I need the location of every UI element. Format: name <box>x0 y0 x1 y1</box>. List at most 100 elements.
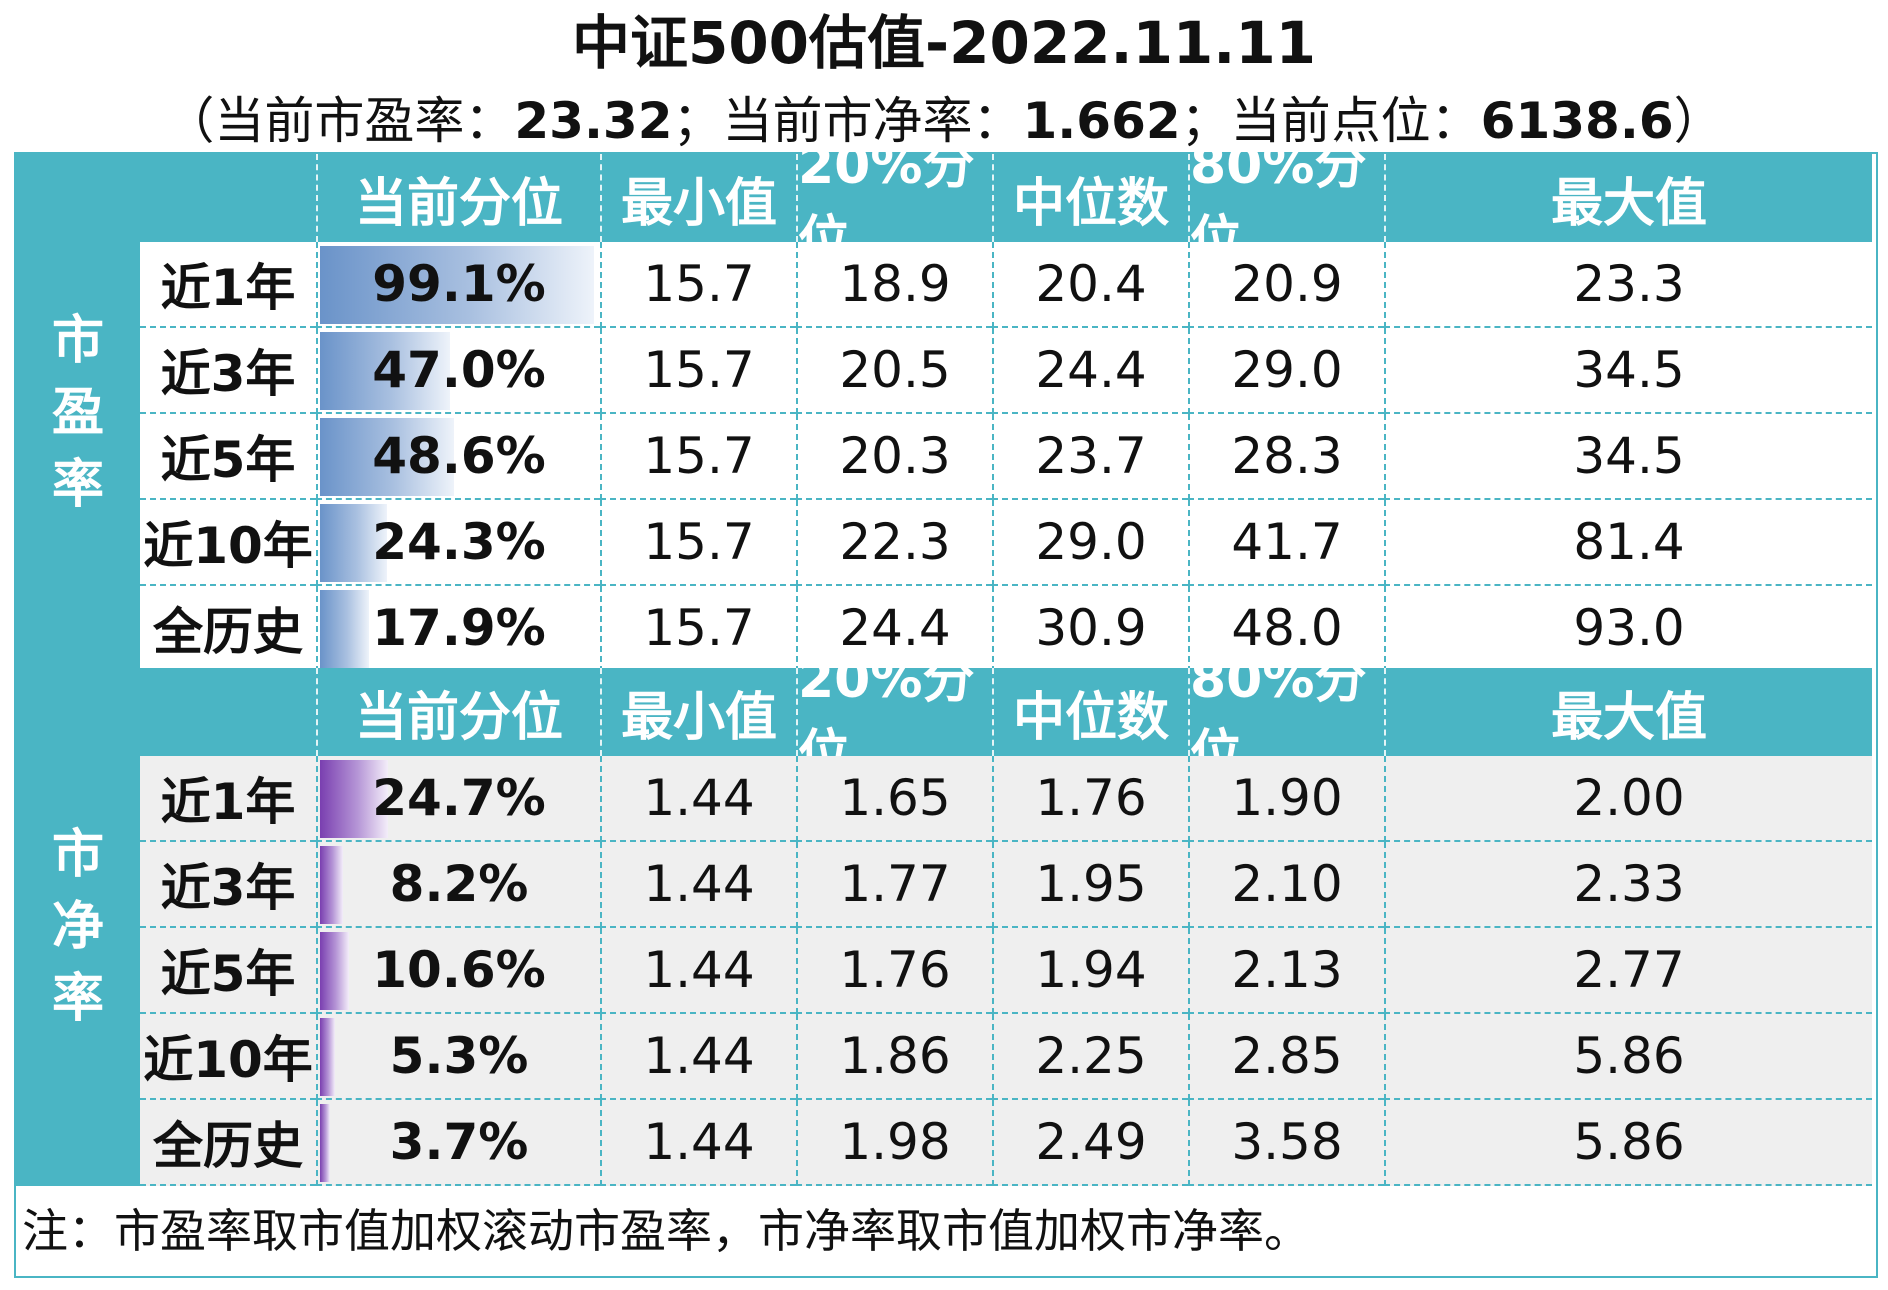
page-title: 中证500估值-2022.11.11 <box>571 9 1317 77</box>
percentile-value: 8.2% <box>389 855 529 913</box>
percentile-cell: 5.3% <box>316 1014 600 1100</box>
column-header: 最小值 <box>600 668 796 756</box>
p20-cell: 1.98 <box>796 1100 992 1186</box>
table-row: 全历史 17.9% 15.7 24.4 30.9 48.0 93.0 <box>140 586 1872 672</box>
subtitle-sep: ； <box>1180 92 1231 150</box>
subtitle: （当前市盈率：23.32；当前市净率：1.662；当前点位：6138.6） <box>0 90 1888 152</box>
column-header: 20%分位 <box>796 650 992 785</box>
period-cell: 近1年 <box>140 242 316 328</box>
p20-cell: 1.77 <box>796 842 992 928</box>
median-cell: 29.0 <box>992 500 1188 586</box>
median-cell: 2.49 <box>992 1100 1188 1186</box>
p20-cell: 1.86 <box>796 1014 992 1100</box>
percentile-cell: 10.6% <box>316 928 600 1014</box>
percentile-cell: 24.7% <box>316 756 600 842</box>
column-header: 当前分位 <box>316 154 600 242</box>
max-cell: 81.4 <box>1384 500 1872 586</box>
median-cell: 2.25 <box>992 1014 1188 1100</box>
table-row: 近5年 48.6% 15.7 20.3 23.7 28.3 34.5 <box>140 414 1872 500</box>
max-cell: 5.86 <box>1384 1014 1872 1100</box>
percentile-value: 24.7% <box>372 769 546 827</box>
subtitle-sep: ； <box>672 92 723 150</box>
table-row: 近3年 8.2% 1.44 1.77 1.95 2.10 2.33 <box>140 842 1872 928</box>
p80-cell: 41.7 <box>1188 500 1384 586</box>
min-cell: 1.44 <box>600 1100 796 1186</box>
table-row: 近10年 5.3% 1.44 1.86 2.25 2.85 5.86 <box>140 1014 1872 1100</box>
table-row: 近5年 10.6% 1.44 1.76 1.94 2.13 2.77 <box>140 928 1872 1014</box>
column-header: 20%分位 <box>796 136 992 271</box>
max-cell: 2.77 <box>1384 928 1872 1014</box>
median-cell: 1.76 <box>992 756 1188 842</box>
period-cell: 近5年 <box>140 928 316 1014</box>
percentile-cell: 48.6% <box>316 414 600 500</box>
period-cell: 近3年 <box>140 842 316 928</box>
percentile-cell: 99.1% <box>316 242 600 328</box>
p80-cell: 2.10 <box>1188 842 1384 928</box>
percentile-bar <box>320 1018 335 1096</box>
subtitle-point-value: 6138.6 <box>1480 92 1674 150</box>
min-cell: 1.44 <box>600 928 796 1014</box>
column-header: 当前分位 <box>316 668 600 756</box>
percentile-value: 5.3% <box>389 1027 529 1085</box>
percentile-cell: 47.0% <box>316 328 600 414</box>
pe-side-label: 市盈率 <box>16 154 140 672</box>
pb-side-label: 市净率 <box>16 668 140 1186</box>
subtitle-pe-value: 23.32 <box>514 92 673 150</box>
p20-cell: 22.3 <box>796 500 992 586</box>
min-cell: 1.44 <box>600 842 796 928</box>
min-cell: 1.44 <box>600 1014 796 1100</box>
max-cell: 34.5 <box>1384 328 1872 414</box>
period-cell: 全历史 <box>140 1100 316 1186</box>
percentile-cell: 24.3% <box>316 500 600 586</box>
pe-header-row: 当前分位 最小值 20%分位 中位数 80%分位 最大值 <box>140 136 1872 271</box>
subtitle-pe-label: 当前市盈率： <box>214 92 515 150</box>
subtitle-pb-value: 1.662 <box>1022 92 1181 150</box>
table-row: 近1年 99.1% 15.7 18.9 20.4 20.9 23.3 <box>140 242 1872 328</box>
percentile-value: 3.7% <box>389 1113 529 1171</box>
percentile-cell: 17.9% <box>316 586 600 672</box>
footnote: 注：市盈率取市值加权滚动市盈率，市净率取市值加权市净率。 <box>22 1204 1310 1258</box>
percentile-value: 17.9% <box>372 599 546 657</box>
max-cell: 5.86 <box>1384 1100 1872 1186</box>
percentile-cell: 3.7% <box>316 1100 600 1186</box>
percentile-value: 24.3% <box>372 513 546 571</box>
pb-header-row: 当前分位 最小值 20%分位 中位数 80%分位 最大值 <box>140 650 1872 785</box>
column-header: 最大值 <box>1384 668 1872 756</box>
period-cell: 近5年 <box>140 414 316 500</box>
column-header: 80%分位 <box>1188 136 1384 271</box>
table-row: 近10年 24.3% 15.7 22.3 29.0 41.7 81.4 <box>140 500 1872 586</box>
min-cell: 15.7 <box>600 414 796 500</box>
p80-cell: 29.0 <box>1188 328 1384 414</box>
pe-side-label-text: 市盈率 <box>51 311 104 515</box>
p20-cell: 24.4 <box>796 586 992 672</box>
percentile-bar <box>320 760 389 838</box>
percentile-bar <box>320 590 370 668</box>
max-cell: 34.5 <box>1384 414 1872 500</box>
percentile-value: 48.6% <box>372 427 546 485</box>
min-cell: 1.44 <box>600 756 796 842</box>
p80-cell: 2.13 <box>1188 928 1384 1014</box>
percentile-value: 47.0% <box>372 341 546 399</box>
median-cell: 24.4 <box>992 328 1188 414</box>
min-cell: 15.7 <box>600 500 796 586</box>
table-row: 近1年 24.7% 1.44 1.65 1.76 1.90 2.00 <box>140 756 1872 842</box>
column-header: 中位数 <box>992 668 1188 756</box>
percentile-bar <box>320 418 455 496</box>
period-cell: 近1年 <box>140 756 316 842</box>
period-cell: 近10年 <box>140 500 316 586</box>
percentile-bar <box>320 246 594 324</box>
p80-cell: 28.3 <box>1188 414 1384 500</box>
percentile-bar <box>320 846 343 924</box>
column-header: 中位数 <box>992 154 1188 242</box>
p20-cell: 1.76 <box>796 928 992 1014</box>
column-header: 最大值 <box>1384 154 1872 242</box>
subtitle-open: （ <box>164 92 215 150</box>
median-cell: 23.7 <box>992 414 1188 500</box>
p80-cell: 1.90 <box>1188 756 1384 842</box>
period-cell: 全历史 <box>140 586 316 672</box>
min-cell: 15.7 <box>600 328 796 414</box>
percentile-bar <box>320 1104 331 1182</box>
column-header: 最小值 <box>600 154 796 242</box>
column-header: 80%分位 <box>1188 650 1384 785</box>
percentile-bar <box>320 932 350 1010</box>
